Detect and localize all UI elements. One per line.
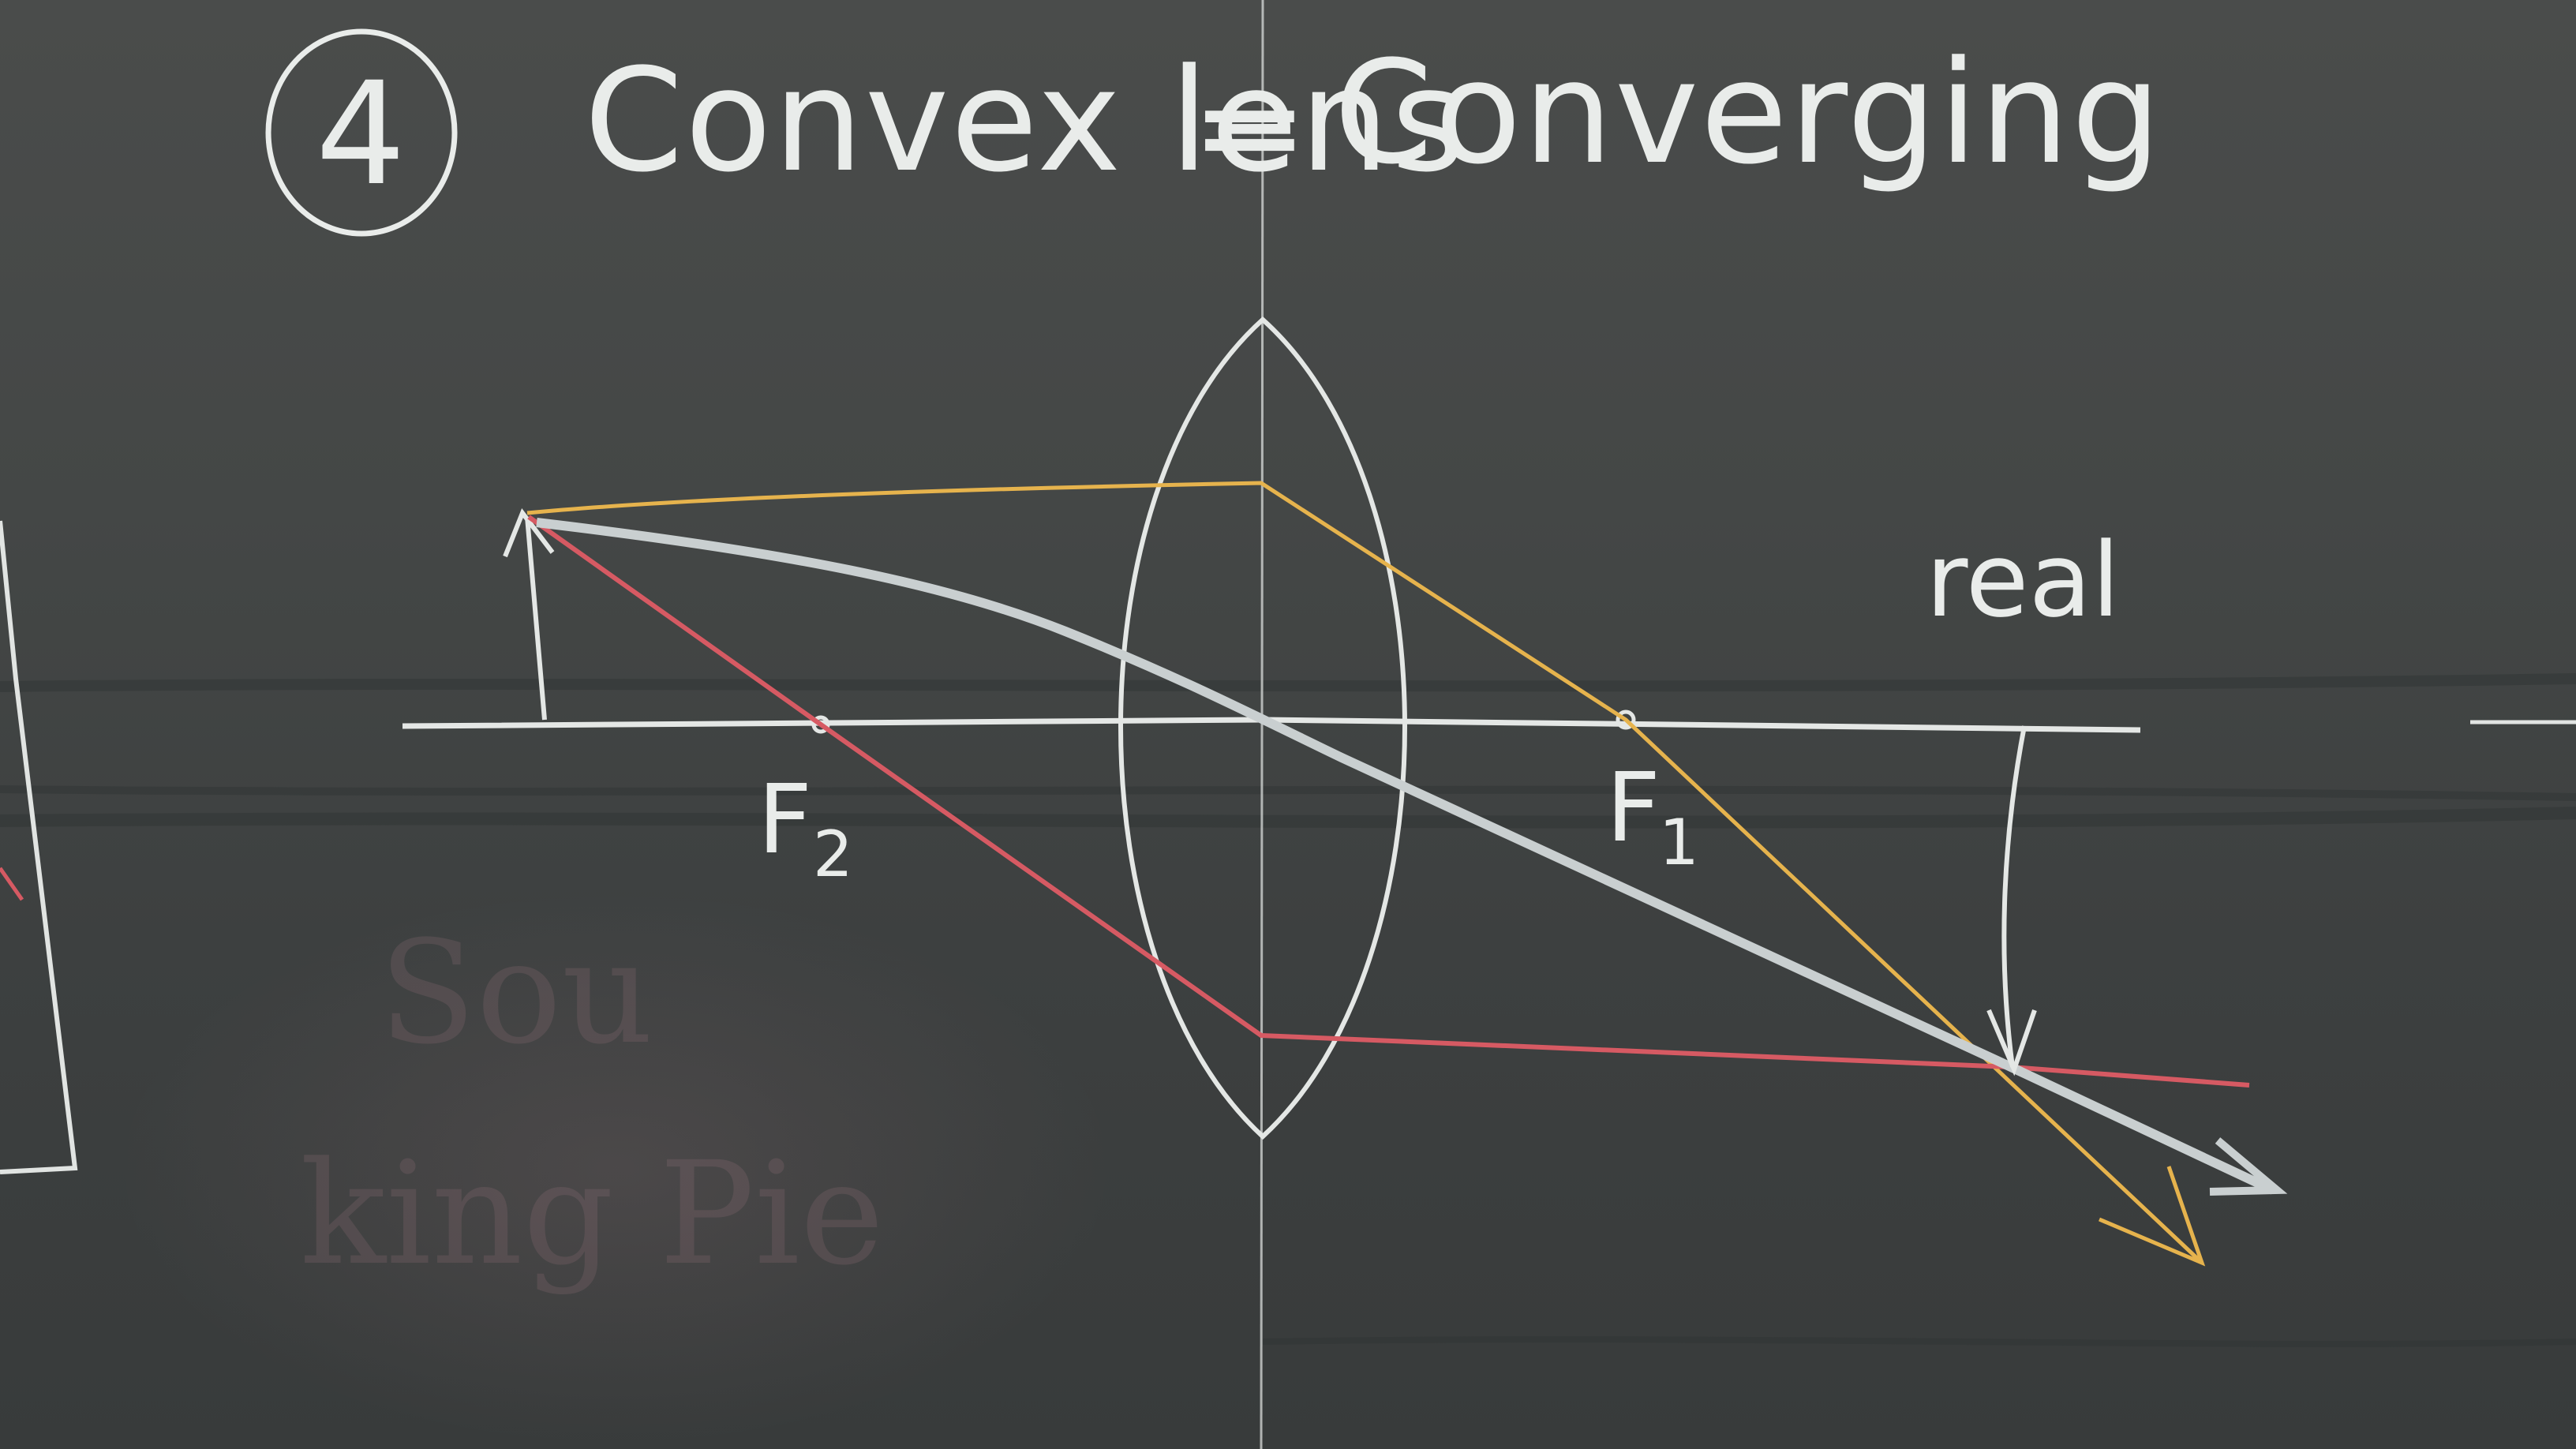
item-number-circle [265,28,458,237]
title-equals: = [1190,44,1311,209]
convex-lens [1118,316,1407,1140]
focal-label-f2-subscript: 2 [813,818,853,891]
image-arrow-shaft [2001,725,2027,1068]
focal-label-f1: F [1606,754,1661,863]
item-number: 4 [316,52,408,217]
smudge-bands [0,673,2576,1347]
title-converging: Converging [1334,31,2163,196]
erased-writing-line-2: king Pie [300,1132,884,1297]
board-seam [1260,0,1264,1449]
focal-point-f1 [1616,710,1636,730]
ray-gray-arrowhead [2209,1137,2288,1196]
previous-diagram-edge [0,520,78,1174]
erased-writing-line-1: Sou [379,911,653,1076]
focal-point-f2 [811,715,830,734]
ray-center-gray [536,518,2275,1195]
ray-yellow-arrowhead [2099,1166,2206,1267]
title-convex-lens: Convex lens [584,39,1466,204]
ray-parallel-yellow [526,481,2203,1264]
previous-diagram-red-mark [0,867,24,901]
image-label-real: real [1926,520,2120,640]
focal-label-f1-subscript: 1 [1659,806,1699,879]
image-arrow-head [1986,1009,2037,1076]
object-arrow-head [503,507,555,558]
focal-label-f2: F [758,766,812,875]
object-arrow-shaft [525,516,547,721]
ray-focal-red [527,515,2250,1088]
